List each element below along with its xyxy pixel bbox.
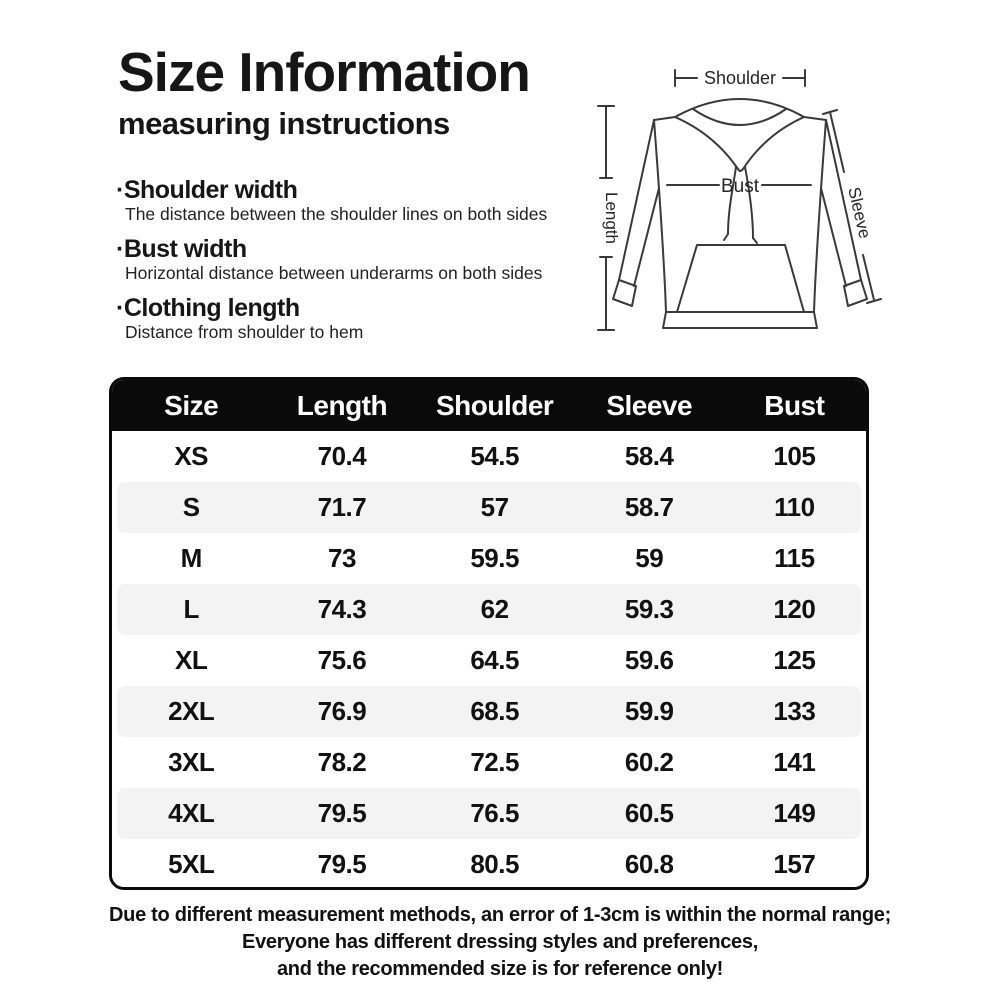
cell-bust: 110 <box>722 482 866 533</box>
cell-shoulder: 54.5 <box>470 441 519 471</box>
cell-bust: 105 <box>773 441 816 471</box>
table-row-xs: XS 70.4 54.5 58.4 105 <box>112 431 866 482</box>
cell-bust: 149 <box>722 788 866 839</box>
cell-size: 5XL <box>168 849 215 879</box>
instruction-term: ·Shoulder width <box>116 176 298 204</box>
cell-length: 74.3 <box>270 584 414 635</box>
cell-sleeve: 60.2 <box>624 747 674 777</box>
disclaimer-line: Due to different measurement methods, an… <box>109 904 891 926</box>
table-row-xl: XL 75.6 64.5 59.6 125 <box>112 635 866 686</box>
cell-shoulder: 62 <box>413 584 576 635</box>
cell-size: 2XL <box>112 686 271 737</box>
disclaimer: Due to different measurement methods, an… <box>0 902 1000 983</box>
cell-bust: 157 <box>773 849 816 879</box>
table-row-5xl: 5XL 79.5 80.5 60.8 157 <box>112 839 866 887</box>
cell-size: XS <box>174 441 208 471</box>
instruction-description: Distance from shoulder to hem <box>125 322 364 343</box>
table-row-s: S 71.7 57 58.7 110 <box>112 482 866 533</box>
cell-length: 71.7 <box>270 482 414 533</box>
table-row-2xl: 2XL 76.9 68.5 59.9 133 <box>112 686 866 737</box>
table-row-4xl: 4XL 79.5 76.5 60.5 149 <box>112 788 866 839</box>
shoulder-label: Shoulder <box>704 68 776 88</box>
cell-shoulder: 72.5 <box>470 747 519 777</box>
cell-size: M <box>180 543 203 573</box>
cell-sleeve: 58.7 <box>575 482 723 533</box>
cell-length: 79.5 <box>317 849 367 879</box>
page-title: Size Information <box>118 41 531 103</box>
hoodie-outline <box>612 98 868 329</box>
cell-sleeve: 60.5 <box>575 788 723 839</box>
cell-size: 3XL <box>168 747 215 777</box>
instruction-term: ·Bust width <box>116 235 247 264</box>
length-label: Length <box>602 192 621 244</box>
title-block: Size Information measuring instructions <box>118 41 531 142</box>
cell-sleeve: 58.4 <box>624 441 674 471</box>
instruction-clothing-length: ·Clothing length Distance from shoulder … <box>116 294 586 342</box>
cell-length: 78.2 <box>317 747 367 777</box>
table-row-m: M 73 59.5 59 115 <box>112 533 866 584</box>
cell-shoulder: 76.5 <box>413 788 576 839</box>
column-header-bust: Bust <box>764 389 825 421</box>
cell-bust: 141 <box>773 747 816 777</box>
cell-shoulder: 64.5 <box>470 645 519 675</box>
cell-length: 70.4 <box>317 441 367 471</box>
table-row-3xl: 3XL 78.2 72.5 60.2 141 <box>112 737 866 788</box>
column-header-length: Length <box>296 389 388 421</box>
cell-bust: 115 <box>774 543 815 573</box>
cell-length: 79.5 <box>270 788 414 839</box>
cell-sleeve: 59.6 <box>624 645 674 675</box>
table-row-l: L 74.3 62 59.3 120 <box>112 584 866 635</box>
disclaimer-line: Everyone has different dressing styles a… <box>242 931 758 953</box>
cell-size: L <box>112 584 271 635</box>
disclaimer-line: and the recommended size is for referenc… <box>276 958 724 980</box>
sleeve-measure-line <box>822 109 882 304</box>
pocket-outline <box>676 244 805 313</box>
cell-shoulder: 68.5 <box>413 686 576 737</box>
page-subtitle: measuring instructions <box>118 105 450 141</box>
drawstrings <box>723 166 758 244</box>
cell-shoulder: 80.5 <box>470 849 519 879</box>
hoodie-measurement-diagram: Shoulder Length Sleeve Bust <box>592 48 910 350</box>
sleeve-label: Sleeve <box>844 185 874 240</box>
cell-size: 4XL <box>112 788 271 839</box>
table-header-row: Size Length Shoulder Sleeve Bust <box>112 380 866 431</box>
cell-shoulder: 57 <box>413 482 576 533</box>
cell-sleeve: 59.9 <box>575 686 723 737</box>
instruction-shoulder-width: ·Shoulder width The distance between the… <box>116 176 586 224</box>
cell-length: 73 <box>327 543 356 573</box>
cell-sleeve: 60.8 <box>624 849 674 879</box>
instruction-term: ·Clothing length <box>116 294 300 323</box>
cell-sleeve: 59 <box>635 543 664 573</box>
cell-size: XL <box>175 645 208 675</box>
column-header-shoulder: Shoulder <box>435 389 554 421</box>
instruction-description: The distance between the shoulder lines … <box>125 204 548 224</box>
cell-length: 76.9 <box>270 686 414 737</box>
cell-bust: 133 <box>722 686 866 737</box>
instruction-bust-width: ·Bust width Horizontal distance between … <box>116 235 586 283</box>
cell-bust: 120 <box>722 584 866 635</box>
cell-sleeve: 59.3 <box>575 584 723 635</box>
measuring-instructions: ·Shoulder width The distance between the… <box>116 176 586 353</box>
cell-length: 75.6 <box>317 645 367 675</box>
cell-shoulder: 59.5 <box>470 543 519 573</box>
hoodie-diagram-svg: Shoulder Length Sleeve Bust <box>597 68 882 331</box>
column-header-size: Size <box>164 389 219 421</box>
cell-size: S <box>112 482 271 533</box>
column-header-sleeve: Sleeve <box>606 389 693 421</box>
instruction-description: Horizontal distance between underarms on… <box>125 263 543 284</box>
cell-bust: 125 <box>773 645 816 675</box>
shoulder-measure-line <box>674 69 806 87</box>
size-table: Size Length Shoulder Sleeve Bust XS 70.4… <box>109 377 869 890</box>
length-measure-line <box>597 105 615 331</box>
bust-label: Bust <box>721 176 760 197</box>
